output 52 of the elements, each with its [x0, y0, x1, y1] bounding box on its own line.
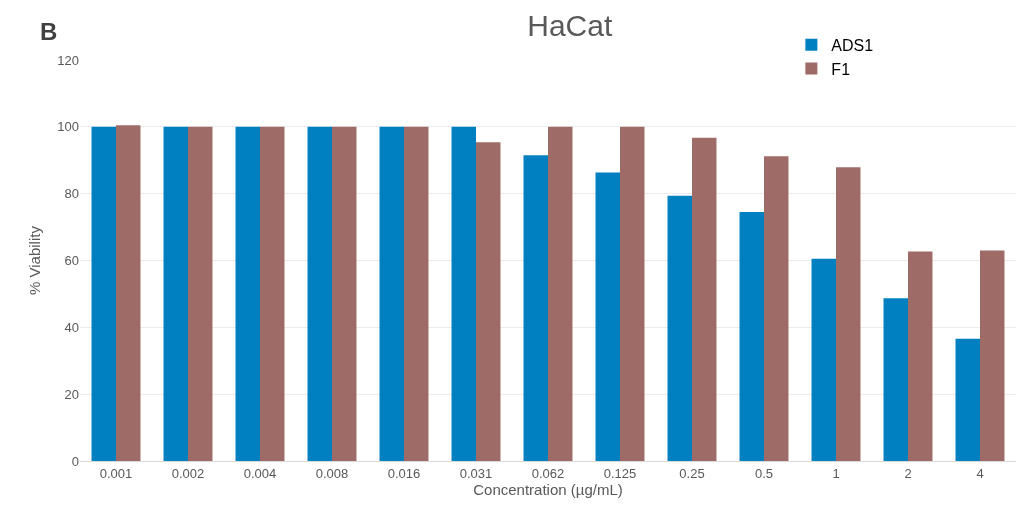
- bar: [548, 126, 573, 461]
- chart-title: HaCat: [527, 9, 613, 43]
- y-tick-label: 60: [64, 253, 79, 269]
- bar: [91, 126, 116, 461]
- y-tick-label: 40: [64, 319, 79, 335]
- bar: [620, 126, 645, 461]
- bar: [116, 125, 141, 461]
- x-tick-label: 0.016: [387, 465, 421, 481]
- bar: [332, 126, 357, 461]
- bar: [836, 167, 861, 461]
- bar: [260, 126, 285, 461]
- bar: [235, 126, 260, 461]
- x-tick-label: 0.062: [531, 465, 565, 481]
- y-tick-label: 20: [64, 386, 79, 402]
- bar: [811, 258, 836, 461]
- x-tick-label: 0.008: [315, 465, 349, 481]
- legend-label: ADS1: [831, 37, 874, 55]
- bar: [307, 126, 332, 461]
- bar: [404, 126, 429, 461]
- bar: [188, 126, 213, 461]
- bar: [379, 126, 404, 461]
- y-tick-label: 0: [71, 453, 79, 469]
- x-tick-label: 0.002: [171, 465, 205, 481]
- y-tick-label: 120: [57, 52, 79, 68]
- x-tick-label: 0.031: [459, 465, 493, 481]
- legend-label: F1: [831, 60, 851, 78]
- x-tick-label: 0.125: [603, 465, 637, 481]
- y-tick-label: 100: [57, 119, 79, 135]
- bar: [451, 126, 476, 461]
- bar: [476, 142, 501, 461]
- bar: [908, 251, 933, 461]
- bar: [523, 155, 548, 461]
- x-tick-label: 0.004: [243, 465, 277, 481]
- x-tick-label: 2: [904, 465, 912, 481]
- x-tick-label: 0.5: [754, 465, 774, 481]
- bar: [595, 172, 620, 461]
- x-tick-label: 1: [832, 465, 840, 481]
- bar: [739, 212, 764, 461]
- y-axis-title: % Viability: [26, 225, 43, 295]
- x-tick-label: 0.001: [99, 465, 133, 481]
- bar: [163, 126, 188, 461]
- bar: [883, 298, 908, 461]
- text: B: [40, 18, 58, 45]
- bar: [764, 156, 789, 461]
- y-tick-label: 80: [64, 186, 79, 202]
- x-tick-label: 0.25: [679, 465, 705, 481]
- bar: [692, 137, 717, 461]
- x-tick-label: 4: [976, 465, 984, 481]
- x-axis-title: Concentration (µg/mL): [473, 480, 623, 498]
- bar: [667, 195, 692, 461]
- bar: [980, 250, 1005, 461]
- bar: [955, 338, 980, 461]
